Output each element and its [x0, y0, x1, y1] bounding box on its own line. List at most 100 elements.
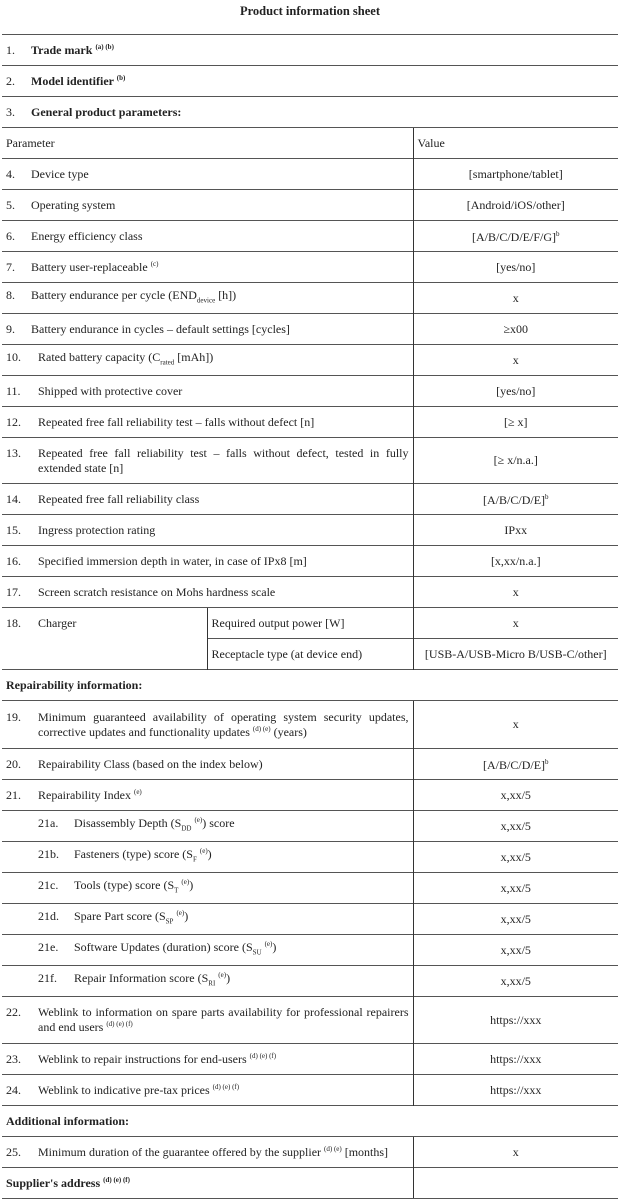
table-row: Receptacle type (at device end) [USB-A/US… — [2, 638, 619, 670]
value-cell: x,xx/5 — [412, 810, 619, 842]
label-text: Battery endurance per cycle (END — [31, 287, 197, 302]
subscript: SU — [252, 948, 262, 957]
label-text-end: ) — [184, 908, 189, 923]
value-text: [A/B/C/D/E] — [483, 758, 546, 772]
table-row: 9. Battery endurance in cycles – default … — [2, 313, 619, 345]
item-text: Specified immersion depth in water, in c… — [38, 554, 409, 569]
value-cell: x — [412, 282, 619, 314]
value-cell: x,xx/5 — [412, 779, 619, 811]
parameter-label: 17. Screen scratch resistance on Mohs har… — [6, 585, 409, 600]
table-row: 21a. Disassembly Depth (SDD (e)) score x,x… — [2, 810, 619, 842]
item-number: 2. — [6, 73, 15, 88]
parameter-label: 15. Ingress protection rating — [6, 523, 409, 538]
table-row: 11. Shipped with protective cover [yes/no] — [2, 375, 619, 407]
value-text: https://xxx — [490, 1051, 542, 1066]
table-row: 21b. Fasteners (type) score (SF (e)) x,xx/… — [2, 841, 619, 873]
value-cell: x — [412, 700, 619, 749]
value-text: x — [512, 352, 519, 367]
charger-label-cell: 18. Charger — [2, 607, 207, 670]
item-number: 11. — [6, 383, 21, 398]
label-text: Spare Part score (S — [74, 908, 166, 923]
table-row: 20. Repairability Class (based on the ind… — [2, 748, 619, 780]
parameter-label: 16. Specified immersion depth in water, i… — [6, 554, 409, 569]
subscript: SP — [165, 917, 174, 926]
label-text-end: [months] — [341, 1144, 389, 1159]
header-value: Value — [412, 127, 619, 159]
item-text: Supplier's address (d) (e) (f) — [6, 1176, 409, 1191]
value-cell: x,xx/5 — [412, 872, 619, 904]
value-cell: x — [412, 1136, 619, 1168]
value-cell: ≥x00 — [412, 313, 619, 345]
footnote-refs: (a) (b) — [95, 42, 114, 51]
table-row: 21e. Software Updates (duration) score (S… — [2, 934, 619, 966]
item-text: Additional information: — [6, 1114, 614, 1129]
value-text: x,xx/5 — [500, 818, 531, 833]
parameter-label: 21. Repairability Index (e) — [6, 788, 409, 803]
label-text: Trade mark — [31, 42, 93, 57]
table-row: 22. Weblink to information on spare parts… — [2, 996, 619, 1044]
item-number: 4. — [6, 166, 15, 181]
label-text: Weblink to information on spare parts av… — [38, 1005, 409, 1034]
label-text-end: ) score — [202, 815, 235, 830]
item-text: Battery endurance per cycle (ENDdevice [… — [31, 288, 409, 308]
table-row: 21f. Repair Information score (SRI (e)) x,… — [2, 965, 619, 997]
parameter-cell: Supplier's address (d) (e) (f) — [2, 1167, 413, 1199]
parameter-cell: 10. Rated battery capacity (Crated [mAh]) — [2, 344, 413, 376]
value-text: [≥ x] — [503, 414, 528, 429]
item-text: Screen scratch resistance on Mohs hardne… — [38, 585, 409, 600]
value-text: ≥x00 — [503, 321, 529, 336]
subscript: T — [174, 886, 179, 895]
parameter-label: 14. Repeated free fall reliability class — [6, 492, 409, 507]
item-number: 24. — [6, 1082, 21, 1097]
label-text: Rated battery capacity (C — [38, 349, 161, 364]
item-number: 1. — [6, 42, 15, 57]
parameter-cell: 24. Weblink to indicative pre-tax prices … — [2, 1074, 413, 1106]
table-row: 17. Screen scratch resistance on Mohs har… — [2, 576, 619, 608]
value-cell: IPxx — [412, 514, 619, 546]
label-text-end: [h]) — [215, 287, 237, 302]
label-text: Software Updates (duration) score (S — [74, 939, 253, 954]
label-text: Additional information: — [6, 1113, 130, 1128]
parameter-label: 21c. Tools (type) score (ST (e)) — [6, 878, 409, 898]
label-text: Fasteners (type) score (S — [74, 846, 193, 861]
value-text: https://xxx — [490, 1012, 542, 1027]
parameter-cell: 21c. Tools (type) score (ST (e)) — [2, 872, 413, 904]
parameter-cell: 21f. Repair Information score (SRI (e)) — [2, 965, 413, 997]
item-text: Spare Part score (SSP (e)) — [74, 909, 409, 929]
parameter-label: 23. Weblink to repair instructions for en… — [6, 1052, 409, 1067]
parameter-label: 20. Repairability Class (based on the ind… — [6, 757, 409, 772]
label-text-end: ) — [189, 877, 194, 892]
footnote-refs: (e) — [133, 787, 142, 796]
item-text: Fasteners (type) score (SF (e)) — [74, 847, 409, 867]
item-number: 13. — [6, 445, 21, 460]
parameter-cell: 21. Repairability Index (e) — [2, 779, 413, 811]
table-row: 1. Trade mark (a) (b) — [2, 34, 619, 66]
item-text: Repairability Index (e) — [38, 788, 409, 803]
value-text: [yes/no] — [496, 259, 536, 274]
parameter-cell: 6. Energy efficiency class — [2, 220, 413, 252]
item-text: Tools (type) score (ST (e)) — [74, 878, 409, 898]
value-cell: [A/B/C/D/E]b — [412, 483, 619, 515]
parameter-label: 7. Battery user-replaceable (c) — [6, 260, 409, 275]
footnote-refs: (b) — [116, 73, 126, 82]
parameter-cell: 7. Battery user-replaceable (c) — [2, 251, 413, 283]
item-text: Minimum duration of the guarantee offere… — [38, 1145, 409, 1160]
parameter-cell: 12. Repeated free fall reliability test –… — [2, 406, 413, 438]
charger-sub-value: [USB-A/USB-Micro B/USB-C/other] — [412, 638, 619, 670]
value-cell: https://xxx — [412, 1043, 619, 1075]
value-text: x — [512, 584, 519, 599]
table-row: 5. Operating system [Android/iOS/other] — [2, 189, 619, 221]
value-text: x — [512, 290, 519, 305]
item-text: Weblink to indicative pre-tax prices (d)… — [38, 1083, 409, 1098]
table-row: Supplier's address (d) (e) (f) — [2, 1167, 619, 1199]
parameter-cell: 19. Minimum guaranteed availability of op… — [2, 700, 413, 749]
label-text: Operating system — [31, 197, 116, 212]
value-text: x,xx/5 — [500, 911, 531, 926]
table-row: Repairability information: — [2, 669, 619, 701]
parameter-cell: 23. Weblink to repair instructions for en… — [2, 1043, 413, 1075]
label-text: Energy efficiency class — [31, 228, 143, 243]
item-number: 16. — [6, 553, 21, 568]
parameter-label: 21f. Repair Information score (SRI (e)) — [6, 971, 409, 991]
table-row: Additional information: — [2, 1105, 619, 1137]
value-text: x — [512, 717, 519, 731]
